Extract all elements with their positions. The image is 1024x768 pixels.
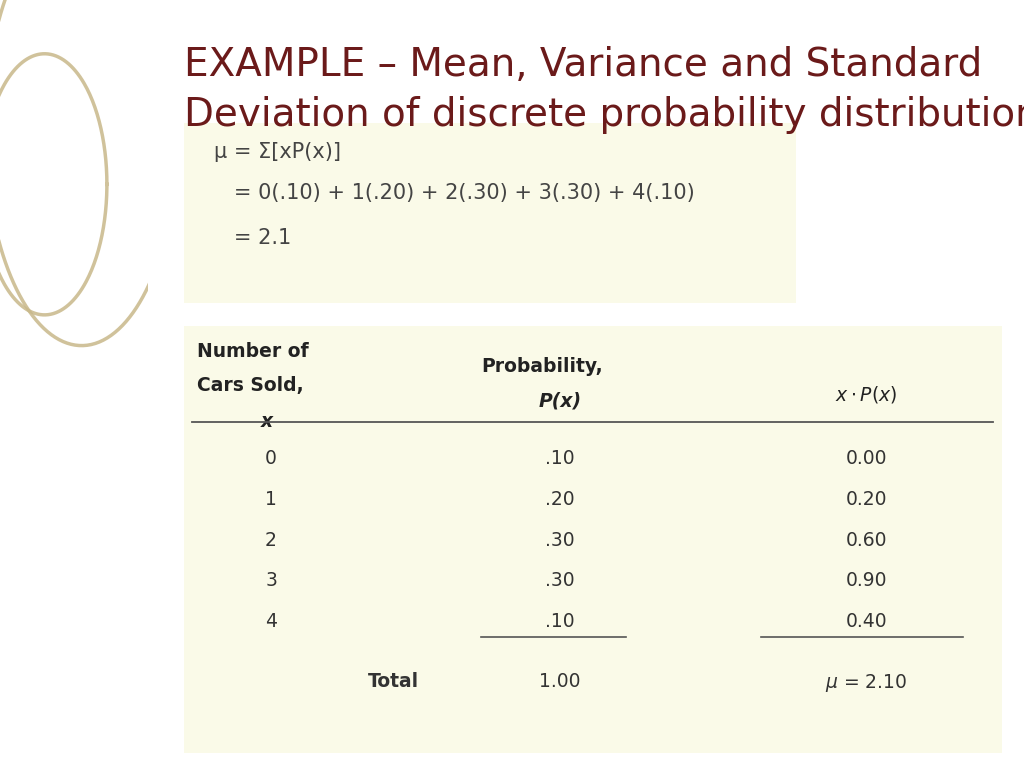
Text: $x \cdot P(x)$: $x \cdot P(x)$ xyxy=(836,384,897,405)
Text: Deviation of discrete probability distribution: Deviation of discrete probability distri… xyxy=(183,96,1024,134)
Text: 0.90: 0.90 xyxy=(846,571,887,591)
Text: = 0(.10) + 1(.20) + 2(.30) + 3(.30) + 4(.10): = 0(.10) + 1(.20) + 2(.30) + 3(.30) + 4(… xyxy=(214,183,695,203)
Text: Probability,: Probability, xyxy=(481,357,603,376)
Text: Number of: Number of xyxy=(197,342,308,361)
Text: = 2.1: = 2.1 xyxy=(214,228,292,248)
Text: P(x): P(x) xyxy=(539,392,582,411)
Text: μ = Σ[xP(x)]: μ = Σ[xP(x)] xyxy=(214,142,341,162)
Text: 4: 4 xyxy=(265,612,278,631)
Text: 0: 0 xyxy=(265,449,276,468)
Text: 0.60: 0.60 xyxy=(846,531,887,550)
Text: $\mu$ = 2.10: $\mu$ = 2.10 xyxy=(825,672,907,694)
Text: .10: .10 xyxy=(545,612,574,631)
Text: Cars Sold,: Cars Sold, xyxy=(197,376,303,396)
Text: x: x xyxy=(261,412,272,432)
Text: .30: .30 xyxy=(545,571,574,591)
Text: 3: 3 xyxy=(265,571,276,591)
Text: .20: .20 xyxy=(545,490,574,509)
Text: .30: .30 xyxy=(545,531,574,550)
Text: Total: Total xyxy=(368,672,419,691)
Text: .10: .10 xyxy=(545,449,574,468)
Text: 0.40: 0.40 xyxy=(846,612,887,631)
FancyBboxPatch shape xyxy=(183,326,1002,753)
Text: 0.00: 0.00 xyxy=(846,449,887,468)
Text: EXAMPLE – Mean, Variance and Standard: EXAMPLE – Mean, Variance and Standard xyxy=(183,46,982,84)
Text: 0.20: 0.20 xyxy=(846,490,887,509)
Text: 1.00: 1.00 xyxy=(540,672,581,691)
Text: 2: 2 xyxy=(265,531,276,550)
FancyBboxPatch shape xyxy=(183,123,797,303)
Text: 1: 1 xyxy=(265,490,276,509)
